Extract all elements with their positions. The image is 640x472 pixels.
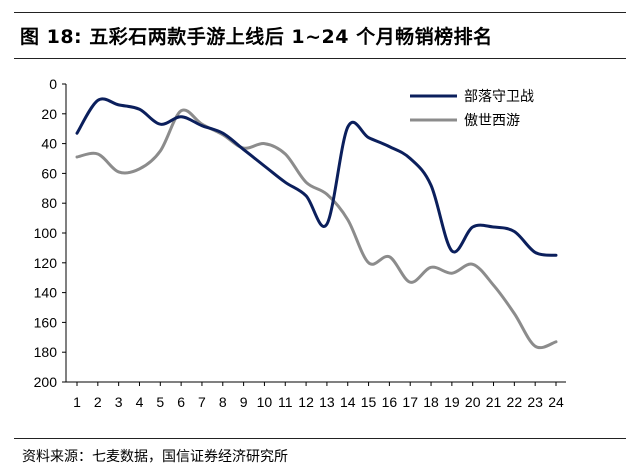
y-tick-label: 100 [34,225,58,241]
title-bottom-rule [14,58,626,59]
y-tick-label: 200 [34,374,58,390]
x-tick-label: 15 [361,394,377,410]
x-tick-label: 4 [136,394,144,410]
legend-label-buluo-shouweizhan: 部落守卫战 [464,89,534,105]
source-rule [14,438,626,439]
x-tick-label: 3 [115,394,123,410]
x-tick-label: 5 [156,394,164,410]
x-tick-label: 6 [177,394,185,410]
x-tick-label: 14 [340,394,356,410]
y-tick-label: 140 [34,285,58,301]
x-tick-label: 8 [219,394,227,410]
x-tick-label: 16 [382,394,398,410]
x-tick-label: 10 [257,394,273,410]
x-tick-label: 7 [198,394,206,410]
x-tick-label: 18 [423,394,439,410]
source-note: 资料来源：七麦数据，国信证券经济研究所 [22,449,288,465]
y-tick-label: 60 [41,165,57,181]
x-tick-label: 17 [402,394,418,410]
y-tick-label: 20 [41,106,57,122]
y-tick-label: 180 [34,344,58,360]
legend-label-aoshi-xiyou: 傲世西游 [464,113,520,129]
x-tick-label: 9 [240,394,248,410]
figure-title: 图 18: 五彩石两款手游上线后 1~24 个月畅销榜排名 [20,26,493,48]
series-line-aoshi-xiyou [75,108,558,350]
x-tick-label: 23 [527,394,543,410]
x-tick-label: 20 [465,394,481,410]
x-tick-label: 2 [94,394,102,410]
y-tick-label: 0 [49,76,57,92]
x-tick-label: 1 [73,394,81,410]
x-tick-label: 24 [548,394,564,410]
y-tick-label: 40 [41,136,57,152]
title-top-rule [14,12,626,13]
x-tick-label: 19 [444,394,460,410]
x-tick-label: 13 [319,394,335,410]
x-tick-label: 21 [486,394,502,410]
y-tick-label: 160 [34,314,58,330]
series-line-buluo-shouweizhan [75,97,558,257]
x-tick-label: 22 [507,394,523,410]
x-tick-label: 11 [278,394,293,410]
y-tick-label: 80 [41,195,57,211]
y-tick-label: 120 [34,255,58,271]
x-tick-label: 12 [298,394,314,410]
chart-area: 0 20 40 60 80 100 120 140 160 180 200 1 2 3 4 5 6 7 8 9 10 11… [0,62,640,430]
